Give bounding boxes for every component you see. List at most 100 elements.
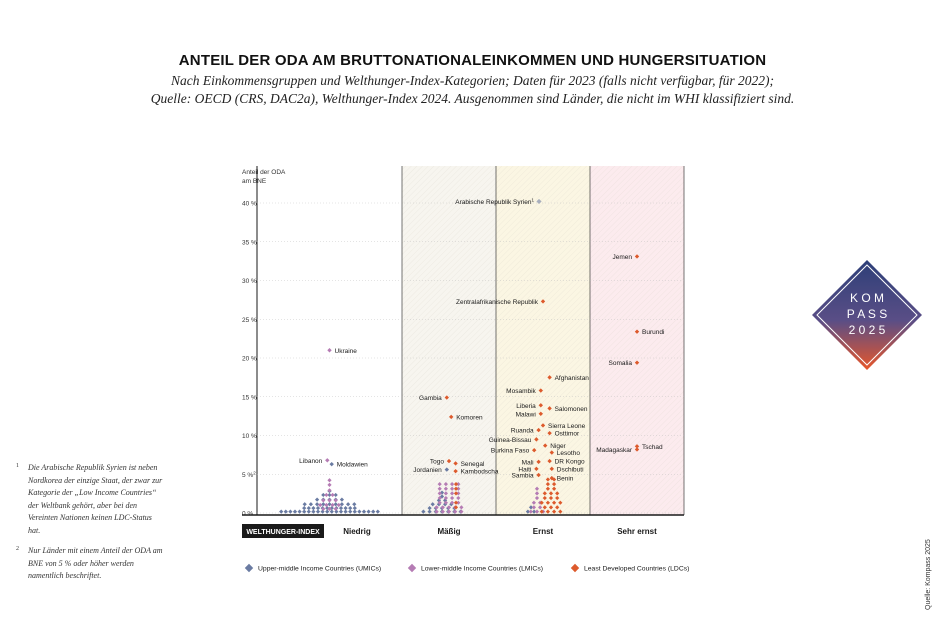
data-label-burkina-faso: Burkina Faso <box>491 448 530 455</box>
data-point-lmic <box>456 491 461 496</box>
y-axis-label-line-2: am BNE <box>242 178 267 185</box>
data-point-umic <box>375 509 380 514</box>
data-point-lmic <box>333 498 338 503</box>
data-point-lmic <box>327 506 332 511</box>
legend-marker-umic <box>244 563 254 573</box>
data-point-sierra-leone <box>540 423 546 428</box>
x-category-label-sehr-ernst: Sehr ernst <box>617 527 657 536</box>
data-point-ldc <box>545 486 550 491</box>
x-category-label-niedrig: Niedrig <box>343 527 371 536</box>
data-point-lmic <box>456 482 461 487</box>
data-point-umic <box>352 509 357 514</box>
data-point-umic <box>315 506 321 511</box>
data-point-umic <box>334 509 339 514</box>
data-label-moldawien: Moldawien <box>337 462 368 469</box>
data-point-ldc <box>545 482 550 487</box>
data-label-dr-kongo: DR Kongo <box>555 459 585 466</box>
data-point-umic <box>315 502 320 507</box>
data-point-osttimor <box>547 430 552 436</box>
data-point-umic <box>302 502 307 507</box>
data-point-umic <box>320 509 325 514</box>
data-point-benin <box>549 475 554 481</box>
data-point-umic <box>339 502 344 507</box>
data-point-lmic <box>534 486 540 491</box>
data-point-ldc <box>548 491 554 496</box>
footnote-1-text: Die Arabische Republik Syrien ist neben … <box>28 463 163 535</box>
data-point-umic <box>333 492 338 498</box>
data-point-umic <box>357 509 362 514</box>
data-point-lmic <box>450 482 455 487</box>
data-point-ldc <box>558 500 563 505</box>
data-point-umic <box>348 509 353 514</box>
data-label-afghanistan: Afghanistan <box>555 375 590 382</box>
data-point-umic <box>288 509 293 514</box>
data-point-lmic <box>459 505 464 510</box>
data-point-lmic <box>443 482 448 487</box>
data-label-jemen: Jemen <box>612 254 632 261</box>
data-point-umic <box>427 509 432 514</box>
logo-diamond-outer <box>812 260 922 370</box>
y-tick-label: 25 % <box>242 317 257 324</box>
data-point-zentralafrikanische-republik <box>540 299 546 304</box>
data-label-libanon: Libanon <box>299 458 323 465</box>
chart-subtitle: Nach Einkommensgruppen und Welthunger-In… <box>0 72 945 108</box>
logo-line-2: P A S S <box>847 307 887 321</box>
data-point-lmic <box>437 486 442 491</box>
data-point-umic <box>352 502 357 507</box>
data-point-umic <box>283 509 288 514</box>
footnote-1-mark: 1 <box>16 463 19 469</box>
data-point-jordanien <box>444 467 449 472</box>
data-point-lmic <box>531 505 536 510</box>
data-point-ldc <box>542 505 547 510</box>
data-label-zentralafrikanische-republik: Zentralafrikanische Republik <box>456 299 539 306</box>
data-point-umic <box>339 497 344 502</box>
data-point-dr-kongo <box>547 458 552 464</box>
data-label-liberia: Liberia <box>516 403 536 410</box>
data-point-umic <box>532 509 537 514</box>
data-point-lmic <box>456 500 461 505</box>
data-point-lmic <box>450 486 455 491</box>
data-point-libanon <box>325 458 330 463</box>
data-point-umic <box>528 505 534 510</box>
data-point-lmic <box>437 500 442 505</box>
data-point-umic <box>279 509 284 514</box>
y-tick-label: 15 % <box>242 394 257 401</box>
x-axis-badge-label: WELTHUNGER-INDEX <box>246 529 320 536</box>
data-point-komoren <box>449 414 454 420</box>
data-point-lmic <box>446 509 452 514</box>
kompass-logo: K O M P A S S 2 0 2 5 <box>812 260 922 370</box>
legend-label-lmic: Lower-middle Income Countries (LMICs) <box>421 566 543 573</box>
data-point-ldc <box>453 482 459 487</box>
data-point-ldc <box>542 495 547 501</box>
data-point-ldc <box>545 477 550 482</box>
data-point-lmic <box>450 500 455 505</box>
data-point-lmic <box>456 486 461 491</box>
data-label-mosambik: Mosambik <box>506 388 536 395</box>
data-label-somalia: Somalia <box>609 360 633 367</box>
data-point-umic <box>333 502 338 507</box>
y-tick-label: 5 %2 <box>242 470 256 479</box>
data-label-salomonen: Salomonen <box>555 406 588 413</box>
data-label-burundi: Burundi <box>642 329 664 336</box>
data-point-lmic <box>440 509 445 514</box>
footnote-2-text: Nur Länder mit einem Anteil der ODA am B… <box>28 546 163 580</box>
data-point-lmic <box>538 505 543 510</box>
data-point-lmic <box>333 506 338 511</box>
data-point-haiti <box>534 466 539 472</box>
data-point-umic <box>361 509 367 514</box>
legend-label-umic: Upper-middle Income Countries (UMICs) <box>258 566 381 573</box>
data-point-umic <box>311 509 316 514</box>
data-point-ldc <box>558 509 563 514</box>
data-point-lmic <box>336 502 341 508</box>
data-point-umic <box>348 506 353 511</box>
logo-diamond-inner <box>816 264 918 366</box>
y-tick-sup: 2 <box>253 470 256 475</box>
data-point-umic <box>427 506 432 511</box>
data-point-malawi <box>538 411 543 416</box>
data-point-ldc <box>552 509 557 514</box>
data-label-jordanien: Jordanien <box>413 467 442 474</box>
data-point-lmic <box>327 488 332 493</box>
column-hatch-maessig <box>402 166 496 515</box>
data-point-lmic <box>437 482 442 487</box>
data-point-umic <box>343 509 348 514</box>
